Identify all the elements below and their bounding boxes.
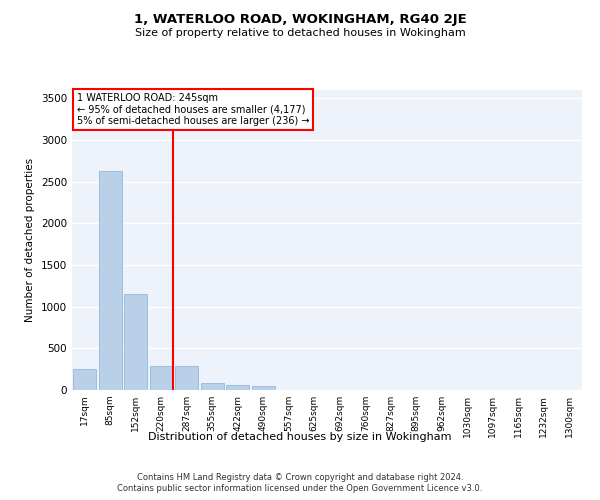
Text: Contains public sector information licensed under the Open Government Licence v3: Contains public sector information licen… (118, 484, 482, 493)
Bar (252, 386, 275, 390)
Text: 1 WATERLOO ROAD: 245sqm
← 95% of detached houses are smaller (4,177)
5% of semi-: 1 WATERLOO ROAD: 245sqm ← 95% of detache… (77, 93, 310, 126)
Text: Distribution of detached houses by size in Wokingham: Distribution of detached houses by size … (148, 432, 452, 442)
Bar (226, 386, 249, 390)
Text: Contains HM Land Registry data © Crown copyright and database right 2024.: Contains HM Land Registry data © Crown c… (137, 472, 463, 482)
Bar (201, 382, 224, 390)
Bar (150, 366, 173, 390)
Text: 1, WATERLOO ROAD, WOKINGHAM, RG40 2JE: 1, WATERLOO ROAD, WOKINGHAM, RG40 2JE (134, 12, 466, 26)
Bar (175, 366, 198, 390)
Text: Size of property relative to detached houses in Wokingham: Size of property relative to detached ho… (134, 28, 466, 38)
Bar (73, 369, 96, 390)
Y-axis label: Number of detached properties: Number of detached properties (25, 158, 35, 322)
Bar (99, 171, 122, 390)
Bar (124, 294, 147, 390)
